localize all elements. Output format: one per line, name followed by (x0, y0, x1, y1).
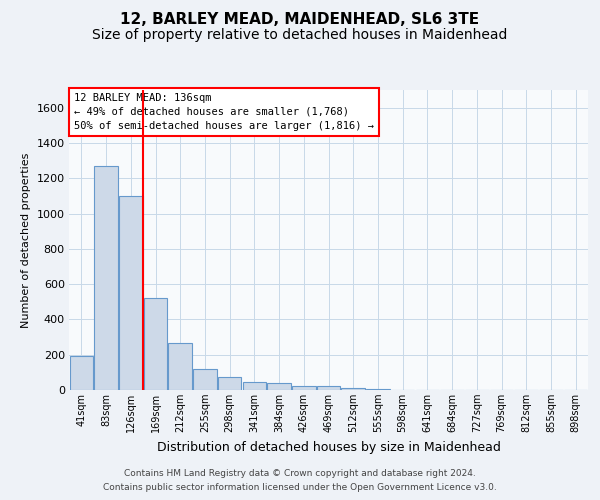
Bar (193, 369, 217, 390)
Y-axis label: Number of detached properties: Number of detached properties (21, 152, 31, 328)
Bar (292, 386, 316, 390)
Bar (341, 388, 365, 390)
Bar (268, 383, 291, 390)
Text: Contains public sector information licensed under the Open Government Licence v3: Contains public sector information licen… (103, 484, 497, 492)
Bar (70, 356, 93, 390)
Bar (218, 377, 241, 390)
Bar (169, 343, 192, 390)
Bar (317, 386, 340, 390)
Text: 12 BARLEY MEAD: 136sqm
← 49% of detached houses are smaller (1,768)
50% of semi-: 12 BARLEY MEAD: 136sqm ← 49% of detached… (74, 93, 374, 131)
X-axis label: Distribution of detached houses by size in Maidenhead: Distribution of detached houses by size … (157, 440, 500, 454)
Bar (119, 196, 143, 390)
Text: Contains HM Land Registry data © Crown copyright and database right 2024.: Contains HM Land Registry data © Crown c… (124, 468, 476, 477)
Bar (242, 382, 266, 390)
Text: Size of property relative to detached houses in Maidenhead: Size of property relative to detached ho… (92, 28, 508, 42)
Bar (94, 166, 118, 390)
Bar (144, 298, 167, 390)
Text: 12, BARLEY MEAD, MAIDENHEAD, SL6 3TE: 12, BARLEY MEAD, MAIDENHEAD, SL6 3TE (121, 12, 479, 28)
